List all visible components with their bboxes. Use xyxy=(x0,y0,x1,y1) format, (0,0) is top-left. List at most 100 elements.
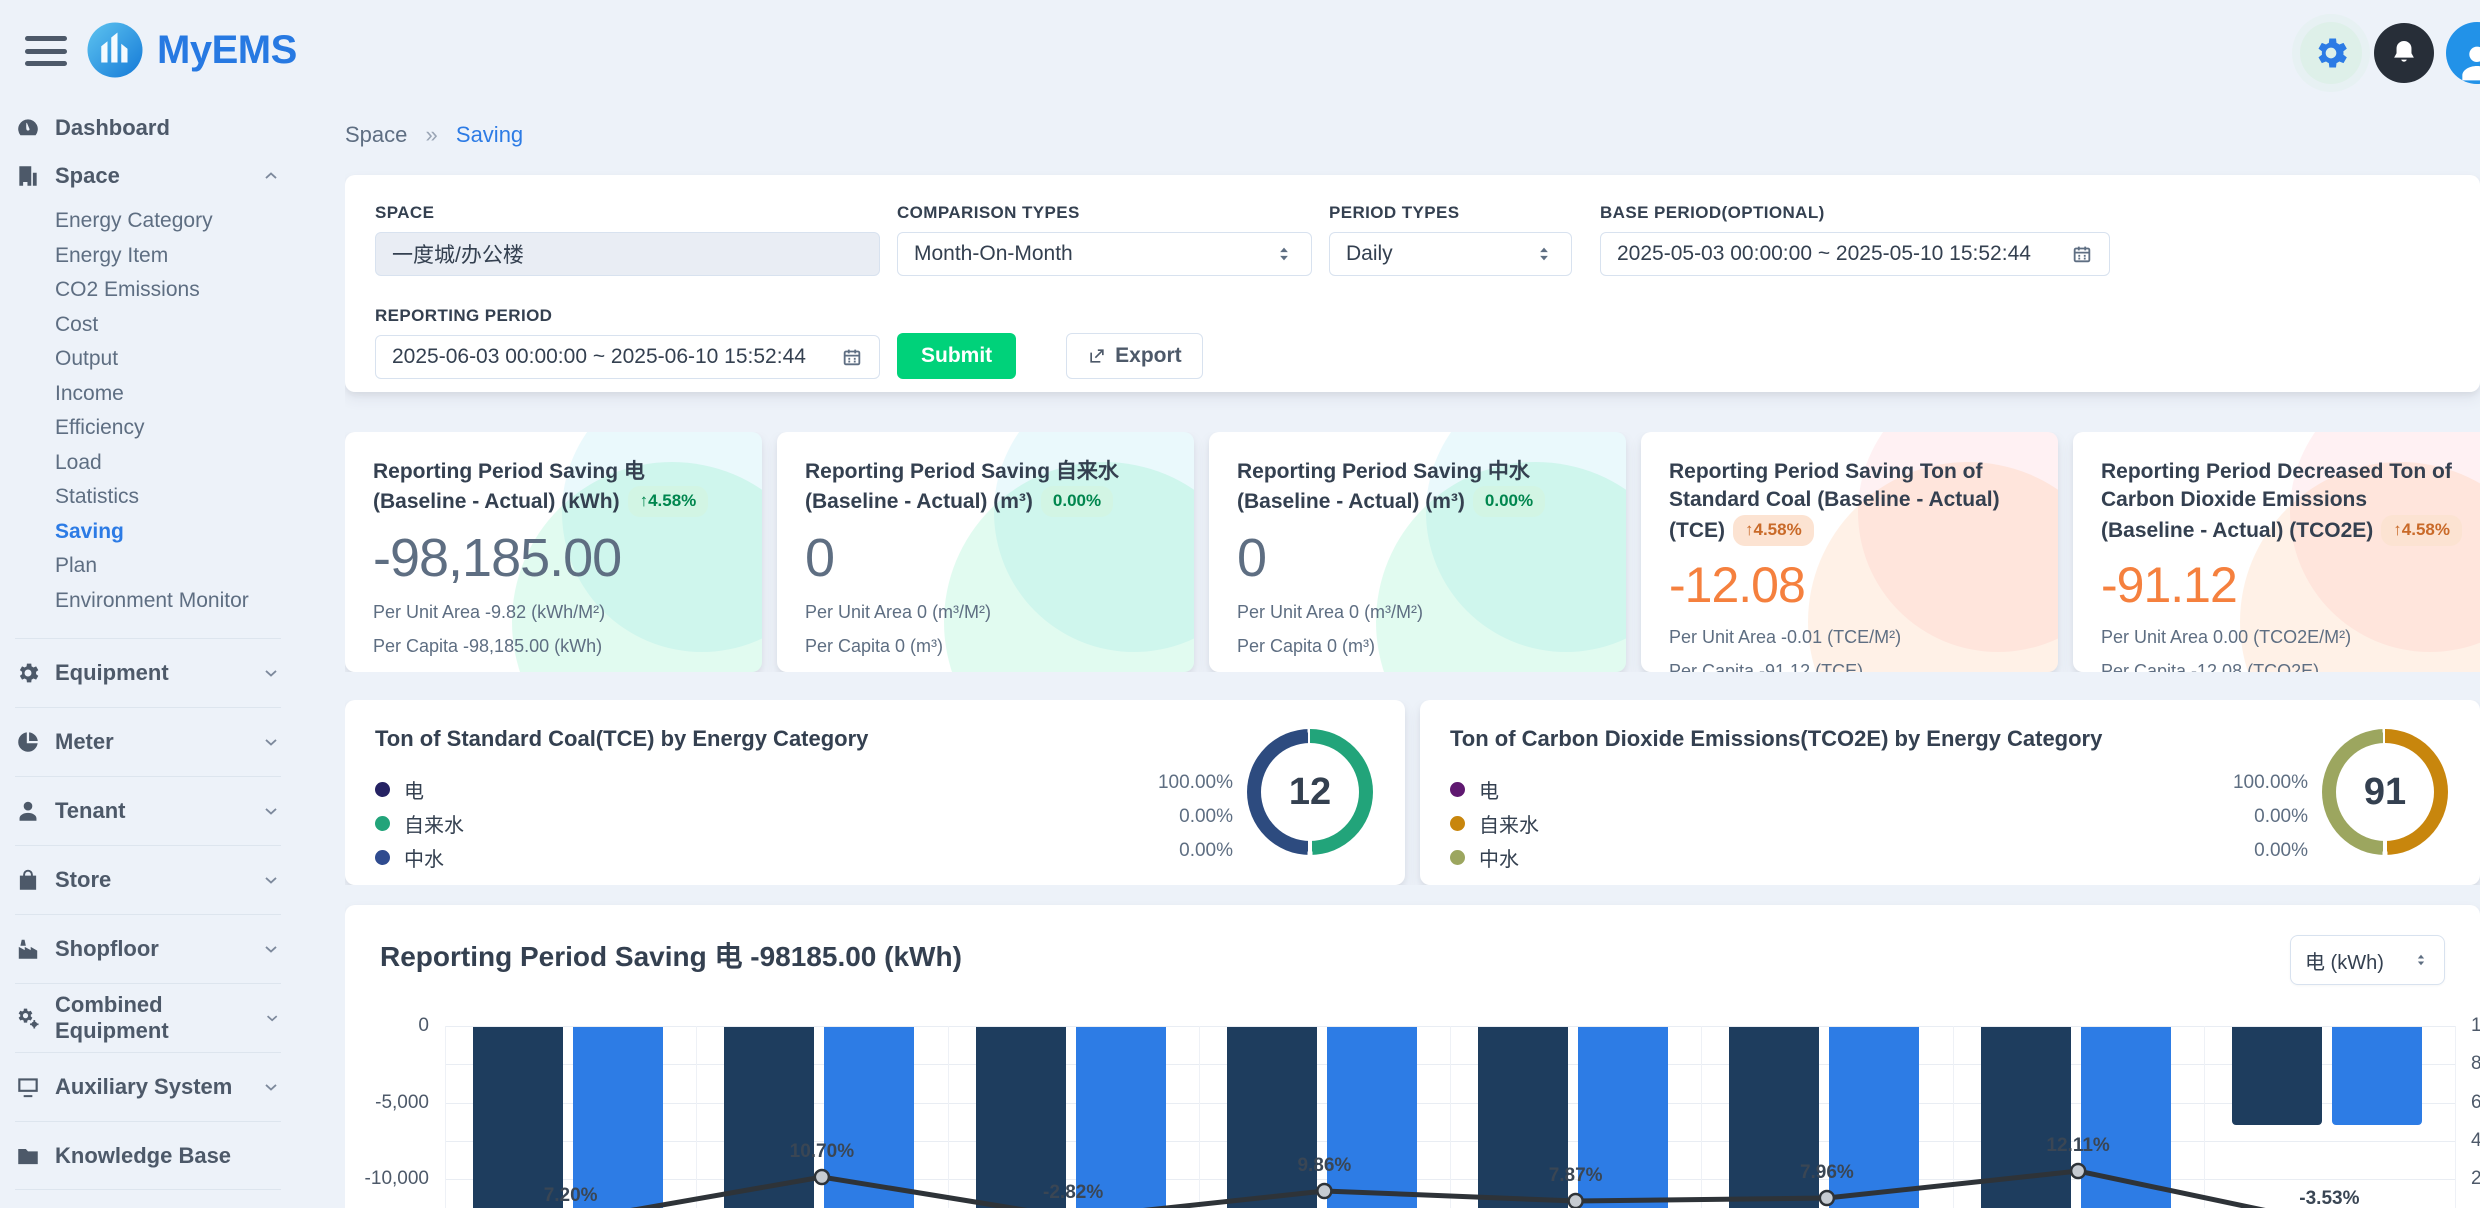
kpi-per-unit-area: Per Unit Area 0.00 (TCO2E/M²) xyxy=(2101,626,2352,647)
settings-gear-icon[interactable] xyxy=(2300,22,2362,84)
brand-logo[interactable]: MyEMS xyxy=(85,20,297,80)
gear-icon xyxy=(15,660,41,686)
chart-gridline-vertical xyxy=(1450,1026,1451,1208)
actual-bar xyxy=(1578,1027,1668,1208)
sidebar-item-plan[interactable]: Plan xyxy=(55,554,98,578)
topbar-actions xyxy=(2300,22,2480,84)
factory-icon xyxy=(15,936,41,962)
donut-percentage-value: 0.00% xyxy=(1179,840,1233,861)
kpi-per-capita: Per Capita -91.12 (TCE) xyxy=(1669,660,1864,672)
sidebar-item-load[interactable]: Load xyxy=(55,450,102,474)
reporting-period-input[interactable]: 2025-06-03 00:00:00 ~ 2025-06-10 15:52:4… xyxy=(375,335,880,379)
sidebar-item-environment-monitor[interactable]: Environment Monitor xyxy=(55,588,249,612)
chart-unit-select[interactable]: 电 (kWh) xyxy=(2290,935,2445,985)
kpi-card-title: Reporting Period Saving 电 (Baseline - Ac… xyxy=(373,458,734,518)
sidebar-item-store[interactable]: Store xyxy=(15,845,281,914)
sidebar-nav: Dashboard Space Energy Category Energy Item… xyxy=(0,100,296,1208)
kpi-per-unit-area: Per Unit Area -0.01 (TCE/M²) xyxy=(1669,626,1902,647)
donut-percentage-value: 0.00% xyxy=(2254,840,2308,861)
sidebar-item-label: Auxiliary System xyxy=(55,1074,233,1099)
chart-unit-value: 电 (kWh) xyxy=(2305,951,2384,974)
baseline-bar xyxy=(1226,1027,1317,1208)
donut-percentage-value: 100.00% xyxy=(1157,772,1233,793)
space-input[interactable]: 一度城/办公楼 xyxy=(375,232,880,276)
sidebar-item-co2-emissions[interactable]: CO2 Emissions xyxy=(55,278,200,302)
calendar-icon xyxy=(2073,246,2091,263)
sidebar-item-statistics[interactable]: Statistics xyxy=(55,485,140,509)
hamburger-menu-icon[interactable] xyxy=(25,36,67,66)
base-period-input[interactable]: 2025-05-03 00:00:00 ~ 2025-05-10 15:52:4… xyxy=(1600,232,2110,276)
saving-percentage-label: 12.11% xyxy=(2046,1135,2110,1156)
line-marker xyxy=(2069,1162,2087,1180)
sidebar-item-label: Store xyxy=(55,867,112,892)
sidebar-item-knowledge-base[interactable]: Knowledge Base xyxy=(15,1121,281,1190)
sidebar-item-cost[interactable]: Cost xyxy=(55,312,99,336)
sidebar-item-saving[interactable]: Saving xyxy=(55,519,124,543)
sidebar-item-output[interactable]: Output xyxy=(55,347,119,371)
reporting-period-value: 2025-06-03 00:00:00 ~ 2025-06-10 15:52:4… xyxy=(392,345,806,368)
comparison-types-label: COMPARISON TYPES xyxy=(897,203,1080,222)
y-axis-tick-right: 100% xyxy=(2471,1015,2480,1036)
sidebar-item-label: Combined Equipment xyxy=(55,992,169,1043)
sidebar-submenu-space: Energy Category Energy Item CO2 Emissions C… xyxy=(15,200,281,632)
sidebar-item-dashboard[interactable]: Dashboard xyxy=(15,104,281,152)
sidebar-item-space[interactable]: Space xyxy=(15,152,281,200)
person-icon xyxy=(15,798,41,824)
sidebar-item-income[interactable]: Income xyxy=(55,381,124,405)
filter-panel: SPACE 一度城/办公楼 COMPARISON TYPES Month-On-… xyxy=(345,175,2480,392)
bar-chart-plot: 0 -5,000 -10,000 100% 80% 60% 40% 20% 7.20% 10.70… xyxy=(365,1015,2480,1208)
chevron-down-icon xyxy=(261,1077,281,1097)
user-avatar[interactable] xyxy=(2446,22,2480,84)
gears-icon xyxy=(15,1005,41,1031)
saving-percentage-label: 9.86% xyxy=(1297,1155,1352,1176)
sidebar-item-auxiliary-system[interactable]: Auxiliary System xyxy=(15,1052,281,1121)
saving-percentage-label: -2.82% xyxy=(1043,1182,1104,1203)
energy-category-card-title: Ton of Carbon Dioxide Emissions(TCO2E) b… xyxy=(1450,726,2103,751)
monitor-icon xyxy=(15,1074,41,1100)
sidebar-item-equipment[interactable]: Equipment xyxy=(15,638,281,707)
main-content: Space » Saving SPACE 一度城/办公楼 COMPARISON … xyxy=(345,100,2480,1208)
baseline-bar xyxy=(975,1027,1066,1208)
y-axis-tick-left: -10,000 xyxy=(364,1168,429,1189)
chevron-down-icon xyxy=(261,939,281,959)
actual-bar xyxy=(573,1027,663,1208)
sidebar-item-combined-equipment[interactable]: Combined Equipment xyxy=(15,983,281,1052)
sidebar-item-energy-category[interactable]: Energy Category xyxy=(55,209,213,233)
y-axis-tick-left: 0 xyxy=(418,1015,429,1036)
sidebar-item-shopfloor[interactable]: Shopfloor xyxy=(15,914,281,983)
kpi-per-unit-area: Per Unit Area -9.82 (kWh/M²) xyxy=(373,602,606,623)
saving-percentage-line xyxy=(630,1162,2266,1208)
kpi-card-title: Reporting Period Saving Ton of Standard … xyxy=(1669,458,2030,546)
actual-bar xyxy=(2080,1027,2171,1208)
comparison-types-select[interactable]: Month-On-Month xyxy=(897,232,1312,276)
sidebar-item-energy-item[interactable]: Energy Item xyxy=(55,243,169,267)
kpi-per-unit-area: Per Unit Area 0 (m³/M²) xyxy=(805,602,992,623)
chart-gridline-vertical xyxy=(2203,1026,2205,1208)
chevron-down-icon xyxy=(261,870,281,890)
export-icon xyxy=(1090,349,1104,363)
notification-bell-icon[interactable] xyxy=(2374,23,2434,83)
period-types-select[interactable]: Daily xyxy=(1329,232,1572,276)
kpi-per-capita: Per Capita -98,185.00 (kWh) xyxy=(373,636,603,657)
sidebar-item-efficiency[interactable]: Efficiency xyxy=(55,416,145,440)
sidebar-item-label: Shopfloor xyxy=(55,936,159,961)
select-updown-icon xyxy=(2417,954,2425,966)
submit-button[interactable]: Submit xyxy=(897,333,1017,379)
sidebar-item-label: Dashboard xyxy=(55,115,170,140)
folder-icon xyxy=(15,1143,41,1169)
kpi-card-4: Reporting Period Saving Ton of Standard … xyxy=(1641,432,2058,672)
legend-label: 自来水 xyxy=(404,814,464,837)
calendar-icon xyxy=(843,349,861,366)
breadcrumb-parent[interactable]: Space xyxy=(345,122,408,147)
legend-label: 电 xyxy=(1479,780,1499,803)
sidebar-item-tenant[interactable]: Tenant xyxy=(15,776,281,845)
sidebar-item-meter[interactable]: Meter xyxy=(15,707,281,776)
legend-label: 自来水 xyxy=(1479,814,1539,837)
kpi-trend-badge: ↑4.58% xyxy=(1733,514,1814,546)
chart-gridline-vertical xyxy=(1701,1026,1703,1208)
comparison-types-value: Month-On-Month xyxy=(914,242,1073,265)
period-types-label: PERIOD TYPES xyxy=(1329,203,1460,222)
sidebar-item-label: Space xyxy=(55,163,120,188)
export-button[interactable]: Export xyxy=(1066,333,1203,379)
